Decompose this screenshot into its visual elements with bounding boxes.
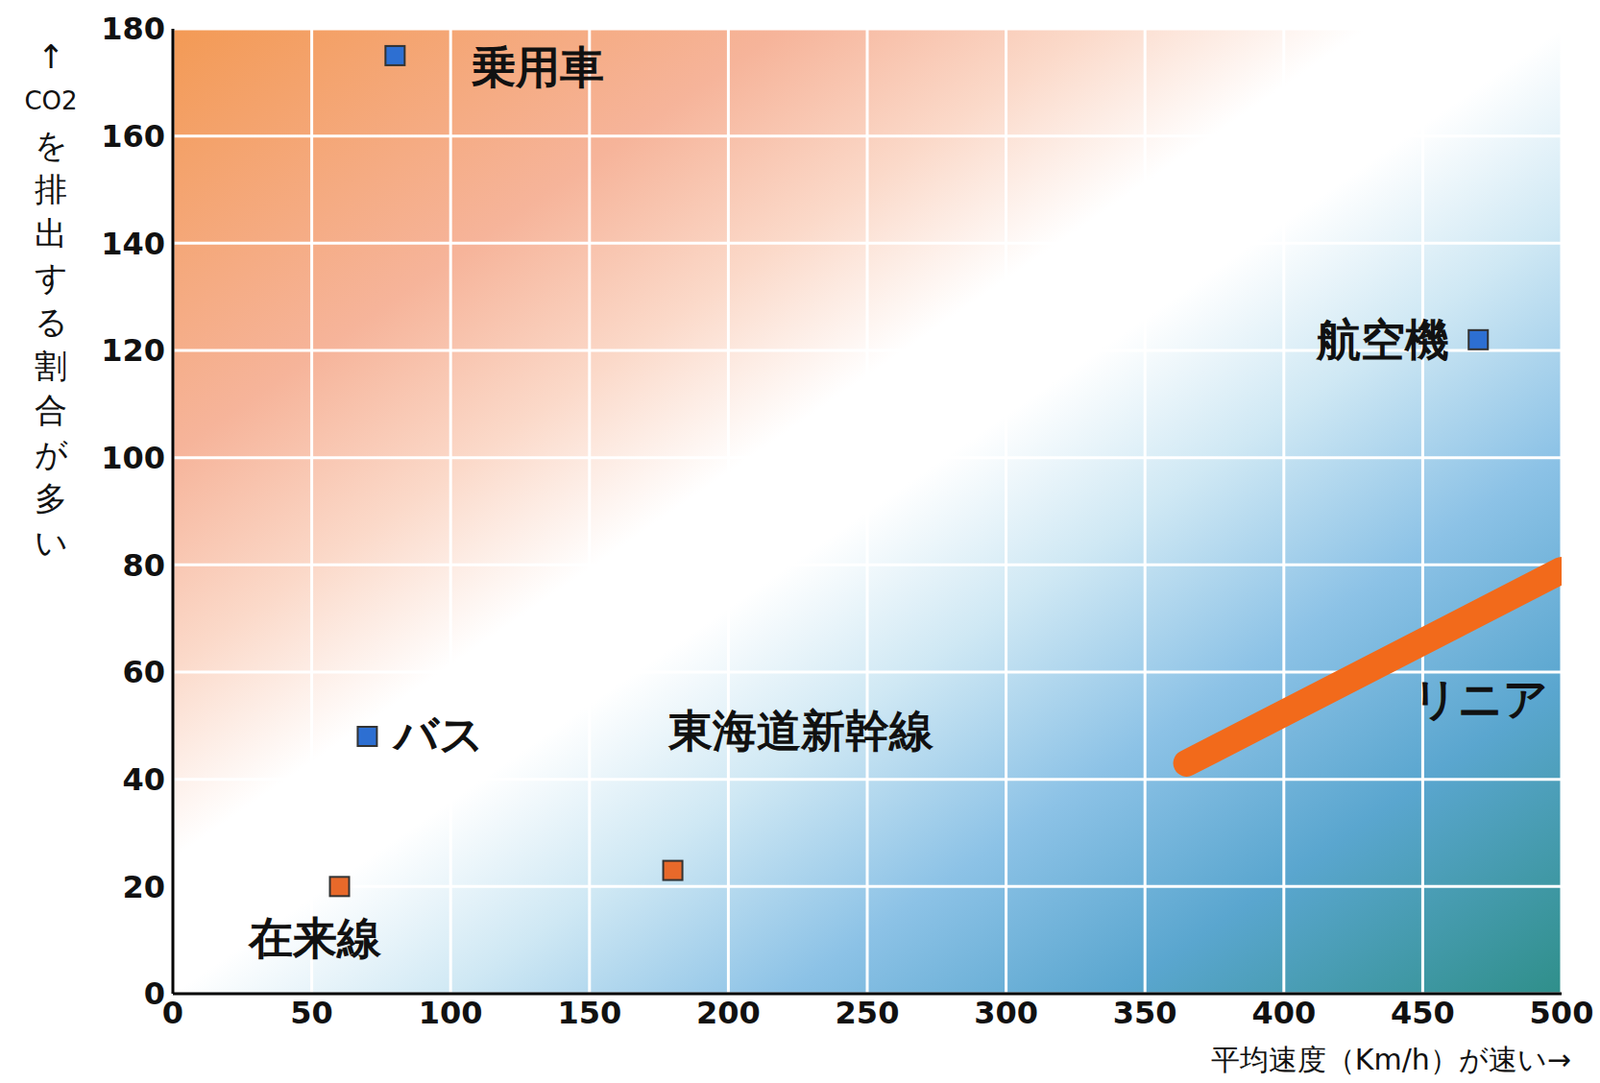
html-text:出: 出 (34, 214, 68, 253)
svg-text:250: 250 (835, 994, 900, 1032)
svg-text:400: 400 (1251, 994, 1316, 1032)
svg-text:バス: バス (391, 708, 485, 761)
svg-text:20: 20 (121, 869, 166, 906)
svg-text:50: 50 (290, 994, 334, 1032)
html-text:が: が (34, 435, 68, 474)
svg-text:40: 40 (121, 761, 166, 799)
html-text:排: 排 (34, 169, 68, 209)
html-text:割: 割 (34, 346, 68, 386)
svg-text:180: 180 (100, 10, 166, 48)
svg-text:100: 100 (100, 439, 166, 477)
svg-text:160: 160 (100, 118, 166, 155)
svg-text:300: 300 (973, 994, 1039, 1032)
svg-text:500: 500 (1529, 994, 1595, 1032)
svg-text:0: 0 (144, 975, 166, 1013)
svg-text:航空機: 航空機 (1314, 314, 1450, 366)
svg-text:80: 80 (121, 547, 166, 584)
svg-text:在来線: 在来線 (247, 912, 383, 965)
svg-text:450: 450 (1390, 994, 1455, 1032)
svg-text:120: 120 (100, 332, 166, 369)
svg-text:100: 100 (418, 994, 484, 1032)
svg-text:350: 350 (1113, 994, 1178, 1032)
svg-text:140: 140 (100, 225, 166, 263)
html-text:い: い (34, 523, 68, 562)
html-text:合: 合 (34, 390, 68, 430)
html-text:す: す (34, 258, 68, 297)
svg-text:リニア: リニア (1412, 673, 1549, 726)
svg-text:200: 200 (696, 994, 761, 1032)
html-text:多: 多 (34, 479, 68, 518)
html-text:CO2: CO2 (24, 86, 78, 116)
svg-text:東海道新幹線: 東海道新幹線 (667, 704, 935, 757)
html-text:平均速度（Km/h）が速い→: 平均速度（Km/h）が速い→ (1210, 1042, 1572, 1077)
html-text:を: を (34, 125, 68, 165)
svg-text:0: 0 (162, 994, 184, 1032)
svg-text:乗用車: 乗用車 (471, 41, 605, 94)
svg-text:150: 150 (557, 994, 622, 1032)
svg-text:60: 60 (121, 654, 166, 691)
html-text:る: る (34, 302, 68, 341)
